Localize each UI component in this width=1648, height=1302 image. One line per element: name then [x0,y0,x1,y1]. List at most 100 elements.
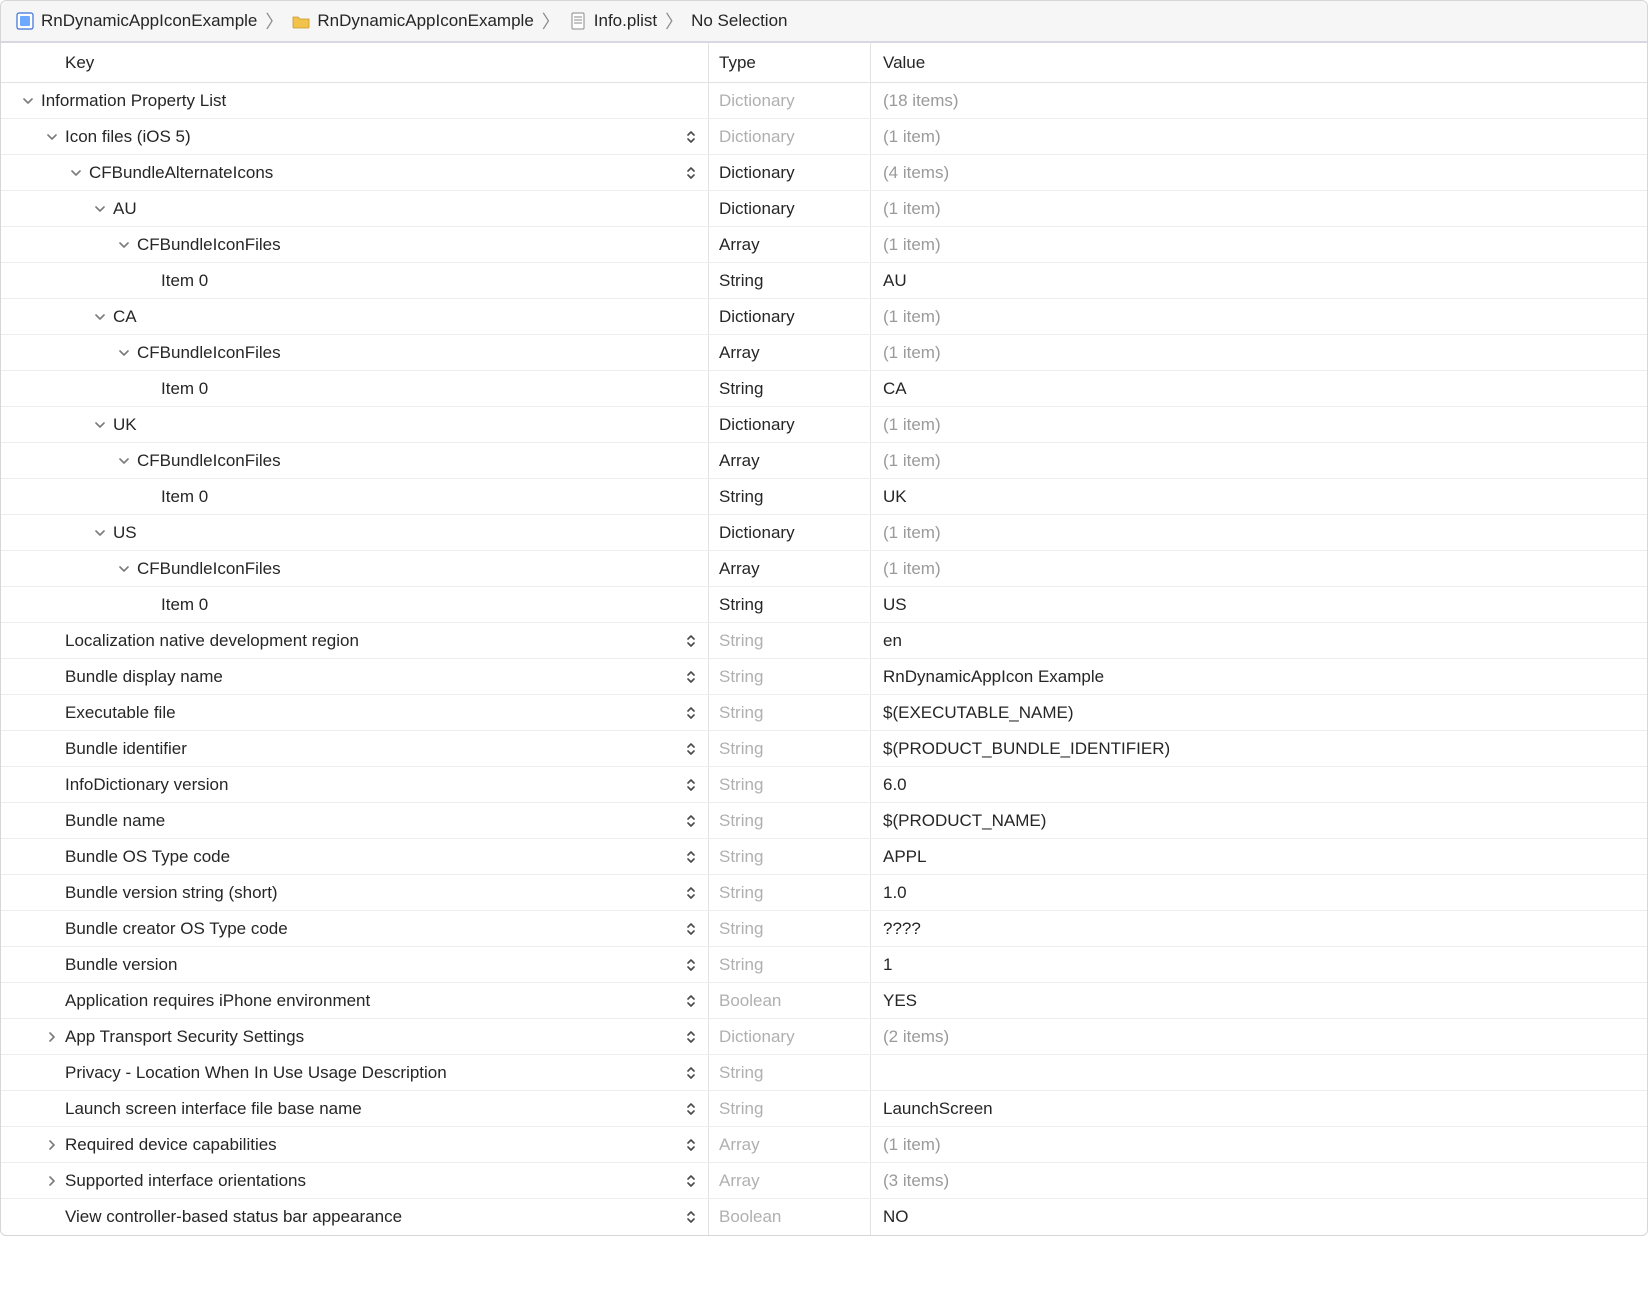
stepper-icon[interactable] [686,670,696,684]
type-cell[interactable]: Array [709,335,871,370]
type-cell[interactable]: String [709,1055,871,1090]
type-cell[interactable]: String [709,875,871,910]
table-row[interactable]: CFBundleIconFilesArray(1 item) [1,227,1647,263]
type-cell[interactable]: String [709,911,871,946]
type-cell[interactable]: Boolean [709,983,871,1018]
table-row[interactable]: CFBundleAlternateIconsDictionary(4 items… [1,155,1647,191]
type-cell[interactable]: Array [709,1127,871,1162]
key-cell[interactable]: Privacy - Location When In Use Usage Des… [1,1055,709,1090]
table-row[interactable]: Bundle identifierString$(PRODUCT_BUNDLE_… [1,731,1647,767]
type-cell[interactable]: String [709,767,871,802]
key-cell[interactable]: InfoDictionary version [1,767,709,802]
table-row[interactable]: CFBundleIconFilesArray(1 item) [1,335,1647,371]
value-cell[interactable]: (1 item) [871,1127,1647,1162]
type-cell[interactable]: Dictionary [709,83,871,118]
value-cell[interactable]: (1 item) [871,119,1647,154]
key-cell[interactable]: Bundle creator OS Type code [1,911,709,946]
stepper-icon[interactable] [686,958,696,972]
key-cell[interactable]: Supported interface orientations [1,1163,709,1198]
stepper-icon[interactable] [686,1030,696,1044]
key-cell[interactable]: Item 0 [1,263,709,298]
key-cell[interactable]: Bundle name [1,803,709,838]
key-cell[interactable]: Localization native development region [1,623,709,658]
chevron-down-icon[interactable] [69,168,83,178]
stepper-icon[interactable] [686,850,696,864]
table-row[interactable]: Item 0StringUK [1,479,1647,515]
stepper-icon[interactable] [686,922,696,936]
key-cell[interactable]: Item 0 [1,587,709,622]
key-cell[interactable]: CFBundleIconFiles [1,443,709,478]
value-cell[interactable]: $(PRODUCT_BUNDLE_IDENTIFIER) [871,731,1647,766]
breadcrumb-item[interactable]: RnDynamicAppIconExample [41,11,257,31]
table-row[interactable]: Launch screen interface file base nameSt… [1,1091,1647,1127]
table-row[interactable]: Bundle OS Type codeStringAPPL [1,839,1647,875]
type-cell[interactable]: String [709,731,871,766]
value-cell[interactable] [871,1055,1647,1090]
stepper-icon[interactable] [686,778,696,792]
chevron-right-icon[interactable] [45,1032,59,1042]
type-cell[interactable]: Dictionary [709,119,871,154]
stepper-icon[interactable] [686,1210,696,1224]
key-cell[interactable]: Bundle display name [1,659,709,694]
chevron-down-icon[interactable] [117,456,131,466]
type-cell[interactable]: String [709,947,871,982]
type-cell[interactable]: String [709,659,871,694]
breadcrumb-item[interactable]: Info.plist [594,11,657,31]
key-cell[interactable]: Launch screen interface file base name [1,1091,709,1126]
type-cell[interactable]: String [709,1091,871,1126]
type-cell[interactable]: String [709,479,871,514]
table-row[interactable]: Bundle display nameStringRnDynamicAppIco… [1,659,1647,695]
stepper-icon[interactable] [686,1102,696,1116]
stepper-icon[interactable] [686,1174,696,1188]
key-cell[interactable]: US [1,515,709,550]
key-cell[interactable]: App Transport Security Settings [1,1019,709,1054]
value-cell[interactable]: (1 item) [871,551,1647,586]
value-cell[interactable]: YES [871,983,1647,1018]
key-cell[interactable]: AU [1,191,709,226]
value-cell[interactable]: (3 items) [871,1163,1647,1198]
key-cell[interactable]: Bundle version [1,947,709,982]
stepper-icon[interactable] [686,814,696,828]
stepper-icon[interactable] [686,1138,696,1152]
value-cell[interactable]: (1 item) [871,191,1647,226]
key-cell[interactable]: Bundle OS Type code [1,839,709,874]
value-cell[interactable]: AU [871,263,1647,298]
table-row[interactable]: Item 0StringUS [1,587,1647,623]
table-row[interactable]: View controller-based status bar appeara… [1,1199,1647,1235]
type-cell[interactable]: String [709,263,871,298]
stepper-icon[interactable] [686,886,696,900]
table-row[interactable]: Icon files (iOS 5)Dictionary(1 item) [1,119,1647,155]
type-cell[interactable]: Dictionary [709,515,871,550]
value-cell[interactable]: ???? [871,911,1647,946]
type-cell[interactable]: String [709,695,871,730]
stepper-icon[interactable] [686,994,696,1008]
table-row[interactable]: Bundle creator OS Type codeString???? [1,911,1647,947]
table-row[interactable]: Localization native development regionSt… [1,623,1647,659]
value-cell[interactable]: LaunchScreen [871,1091,1647,1126]
table-row[interactable]: CFBundleIconFilesArray(1 item) [1,551,1647,587]
type-cell[interactable]: Dictionary [709,1019,871,1054]
chevron-down-icon[interactable] [93,420,107,430]
key-cell[interactable]: Item 0 [1,371,709,406]
value-cell[interactable]: (2 items) [871,1019,1647,1054]
value-cell[interactable]: UK [871,479,1647,514]
table-row[interactable]: App Transport Security SettingsDictionar… [1,1019,1647,1055]
key-cell[interactable]: CFBundleAlternateIcons [1,155,709,190]
key-cell[interactable]: Bundle version string (short) [1,875,709,910]
table-row[interactable]: Supported interface orientationsArray(3 … [1,1163,1647,1199]
table-row[interactable]: Executable fileString$(EXECUTABLE_NAME) [1,695,1647,731]
key-cell[interactable]: CFBundleIconFiles [1,335,709,370]
breadcrumb-item[interactable]: RnDynamicAppIconExample [317,11,533,31]
stepper-icon[interactable] [686,1066,696,1080]
type-cell[interactable]: Boolean [709,1199,871,1235]
table-row[interactable]: USDictionary(1 item) [1,515,1647,551]
type-cell[interactable]: Dictionary [709,191,871,226]
column-header-key[interactable]: Key [1,43,709,82]
key-cell[interactable]: Executable file [1,695,709,730]
table-row[interactable]: Item 0StringCA [1,371,1647,407]
type-cell[interactable]: Array [709,551,871,586]
type-cell[interactable]: String [709,623,871,658]
table-row[interactable]: InfoDictionary versionString6.0 [1,767,1647,803]
table-row[interactable]: CFBundleIconFilesArray(1 item) [1,443,1647,479]
value-cell[interactable]: (18 items) [871,83,1647,118]
